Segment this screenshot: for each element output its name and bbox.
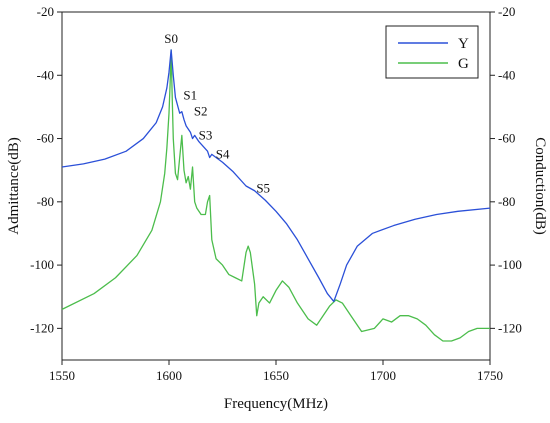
tick-layer: 1550 1600 1650 1700 1750 -20 -40 -60 -80 -100 -120…: [30, 4, 522, 383]
peak-label-s3: S3: [199, 127, 213, 142]
peak-label-s5: S5: [256, 181, 270, 196]
y-tick-label-right: -100: [498, 257, 522, 272]
y-tick-label-right: -80: [498, 194, 515, 209]
y-tick-label-right: -60: [498, 131, 515, 146]
y-tick-label-right: -20: [498, 4, 515, 19]
y-axis-title-right: Conduction(dB): [532, 137, 548, 235]
y-tick-label-left: -80: [37, 194, 54, 209]
x-axis-title: Frequency(MHz): [224, 396, 328, 412]
y-tick-label-right: -40: [498, 67, 515, 82]
peak-label-s0: S0: [164, 31, 178, 46]
x-tick-label: 1700: [370, 368, 396, 383]
y-tick-label-left: -60: [37, 131, 54, 146]
y-tick-label-left: -20: [37, 4, 54, 19]
x-tick-label: 1750: [477, 368, 503, 383]
y-tick-label-left: -120: [30, 320, 54, 335]
legend-box: [385, 25, 479, 79]
legend: Y G: [385, 25, 479, 79]
series-layer: [61, 49, 491, 342]
y-tick-label-left: -100: [30, 257, 54, 272]
legend-label-g: G: [458, 56, 469, 72]
y-tick-label-right: -120: [498, 320, 522, 335]
x-tick-label: 1600: [156, 368, 182, 383]
y-tick-label-left: -40: [37, 67, 54, 82]
peak-label-s1: S1: [183, 87, 197, 102]
y-axis-title-left: Admittance(dB): [6, 137, 22, 234]
series-line-g: [61, 49, 490, 342]
x-tick-label: 1650: [263, 368, 289, 383]
legend-label-y: Y: [458, 36, 469, 52]
x-tick-label: 1550: [49, 368, 75, 383]
peak-label-s2: S2: [194, 104, 208, 119]
series-line-y: [61, 49, 491, 303]
peak-label-s4: S4: [216, 146, 230, 161]
